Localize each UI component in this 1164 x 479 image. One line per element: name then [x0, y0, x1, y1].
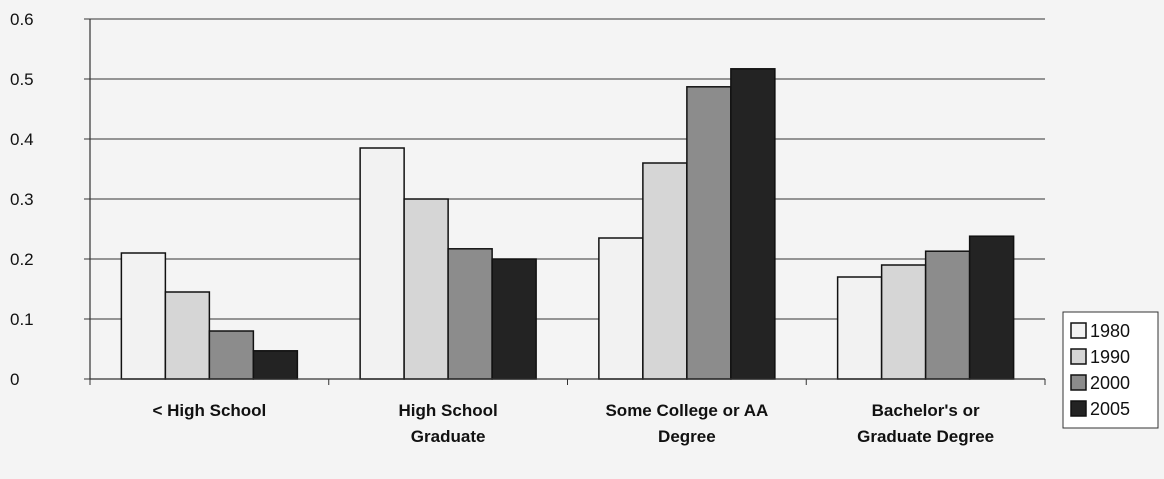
category-label: High School: [399, 401, 498, 420]
bar-2005: [253, 351, 297, 379]
category-label: Graduate Degree: [857, 427, 994, 446]
legend-swatch-1990: [1071, 349, 1086, 364]
bar-1980: [360, 148, 404, 379]
bar-2000: [209, 331, 253, 379]
y-tick-label: 0.4: [10, 130, 34, 149]
y-tick-label: 0.6: [10, 10, 34, 29]
bar-2005: [492, 259, 536, 379]
legend-swatch-1980: [1071, 323, 1086, 338]
legend-swatch-2005: [1071, 401, 1086, 416]
y-tick-label: 0: [10, 370, 19, 389]
bar-1990: [404, 199, 448, 379]
category-label: Bachelor's or: [872, 401, 980, 420]
legend-label-1990: 1990: [1090, 347, 1130, 367]
legend-label-2000: 2000: [1090, 373, 1130, 393]
y-axis-ticks: 0 0.1 0.2 0.3 0.4 0.5 0.6: [10, 10, 90, 389]
y-tick-label: 0.1: [10, 310, 34, 329]
category-label: Some College or AA: [605, 401, 768, 420]
y-tick-label: 0.3: [10, 190, 34, 209]
bar-1980: [599, 238, 643, 379]
bar-1990: [643, 163, 687, 379]
legend-label-2005: 2005: [1090, 399, 1130, 419]
legend-swatch-2000: [1071, 375, 1086, 390]
bar-2005: [970, 236, 1014, 379]
bars: [121, 69, 1013, 379]
bar-1980: [121, 253, 165, 379]
bar-2000: [687, 87, 731, 379]
legend-label-1980: 1980: [1090, 321, 1130, 341]
category-label: Degree: [658, 427, 716, 446]
bar-2005: [731, 69, 775, 379]
bar-2000: [926, 251, 970, 379]
bar-2000: [448, 249, 492, 379]
category-labels: < High School High School Graduate Some Col…: [152, 401, 994, 446]
bar-1990: [165, 292, 209, 379]
category-label: Graduate: [411, 427, 486, 446]
y-tick-label: 0.2: [10, 250, 34, 269]
bar-1980: [838, 277, 882, 379]
bar-1990: [882, 265, 926, 379]
legend: 1980 1990 2000 2005: [1063, 312, 1158, 428]
category-label: < High School: [152, 401, 266, 420]
y-tick-label: 0.5: [10, 70, 34, 89]
